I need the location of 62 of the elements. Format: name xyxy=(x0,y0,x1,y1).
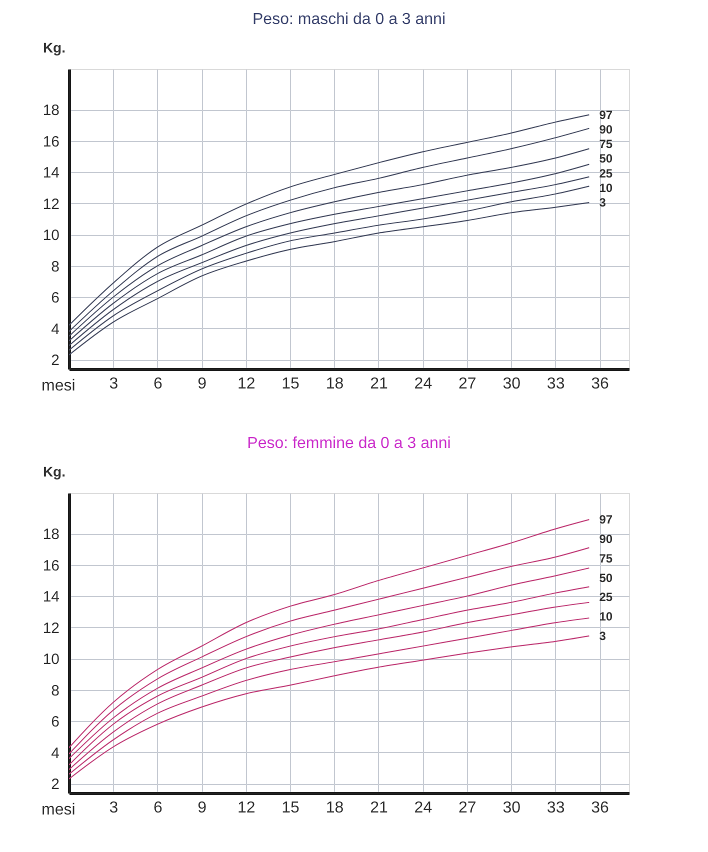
x-tick-label: 21 xyxy=(370,800,388,816)
x-tick-label: 36 xyxy=(591,800,610,816)
y-tick-label: 4 xyxy=(51,744,60,762)
y-tick-label: 16 xyxy=(42,133,60,150)
y-tick-label: 10 xyxy=(42,227,60,244)
x-tick-label: 15 xyxy=(282,800,300,816)
x-tick-label: 18 xyxy=(326,376,344,392)
series-label: 97 xyxy=(599,108,613,122)
y-tick-label: 10 xyxy=(42,651,60,668)
x-tick-label: 24 xyxy=(414,376,432,392)
series-label: 97 xyxy=(599,512,613,527)
x-tick-label: 6 xyxy=(153,800,162,816)
y-tick-label: 2 xyxy=(51,776,60,794)
series-label: 10 xyxy=(599,180,613,195)
series-label: 50 xyxy=(599,570,613,585)
series-label: 10 xyxy=(599,610,613,624)
y-tick-label: 14 xyxy=(42,164,60,182)
x-tick-label: 21 xyxy=(370,376,388,392)
y-tick-label: 16 xyxy=(42,557,60,574)
series-label: 75 xyxy=(599,551,613,566)
x-tick-label: 9 xyxy=(198,800,207,816)
chart-title: Peso: maschi da 0 a 3 anni xyxy=(252,11,446,28)
x-tick-label: 18 xyxy=(326,800,344,816)
x-tick-label: 15 xyxy=(282,376,300,392)
y-tick-label: 6 xyxy=(51,714,60,731)
x-tick-label: 30 xyxy=(502,376,521,392)
x-tick-label: 30 xyxy=(502,800,521,816)
y-tick-label: 12 xyxy=(42,620,60,637)
chart-title: Peso: femmine da 0 a 3 anni xyxy=(247,435,451,452)
y-tick-label: 8 xyxy=(51,682,60,700)
y-tick-label: 18 xyxy=(42,526,60,544)
series-label: 3 xyxy=(599,196,606,210)
x-tick-label: 27 xyxy=(458,376,476,392)
series-label: 50 xyxy=(599,152,613,166)
x-tick-label: 3 xyxy=(109,800,118,816)
series-label: 75 xyxy=(599,137,613,152)
y-tick-label: 14 xyxy=(42,588,60,606)
x-tick-label: 9 xyxy=(198,376,207,392)
y-axis-title: Kg. xyxy=(42,464,66,480)
y-axis-title: Kg. xyxy=(42,40,66,56)
series-label: 90 xyxy=(599,122,613,136)
x-axis-title: mesi xyxy=(42,802,76,818)
x-tick-label: 36 xyxy=(591,376,610,392)
y-tick-label: 12 xyxy=(42,196,60,213)
x-tick-label: 27 xyxy=(458,800,476,816)
x-tick-label: 12 xyxy=(237,800,256,816)
series-label: 3 xyxy=(599,628,606,643)
series-label: 25 xyxy=(599,590,613,604)
y-tick-label: 2 xyxy=(51,352,60,370)
y-tick-label: 18 xyxy=(42,102,60,120)
y-tick-label: 6 xyxy=(51,290,60,307)
x-tick-label: 33 xyxy=(546,800,565,816)
x-tick-label: 6 xyxy=(153,376,162,392)
y-tick-label: 8 xyxy=(51,258,60,276)
x-tick-label: 33 xyxy=(546,376,565,392)
x-tick-label: 3 xyxy=(109,376,118,392)
series-label: 90 xyxy=(599,532,613,546)
x-tick-label: 24 xyxy=(414,800,432,816)
x-tick-label: 12 xyxy=(237,376,256,392)
y-tick-label: 4 xyxy=(51,320,60,338)
x-axis-title: mesi xyxy=(42,378,76,394)
series-label: 25 xyxy=(599,166,613,180)
